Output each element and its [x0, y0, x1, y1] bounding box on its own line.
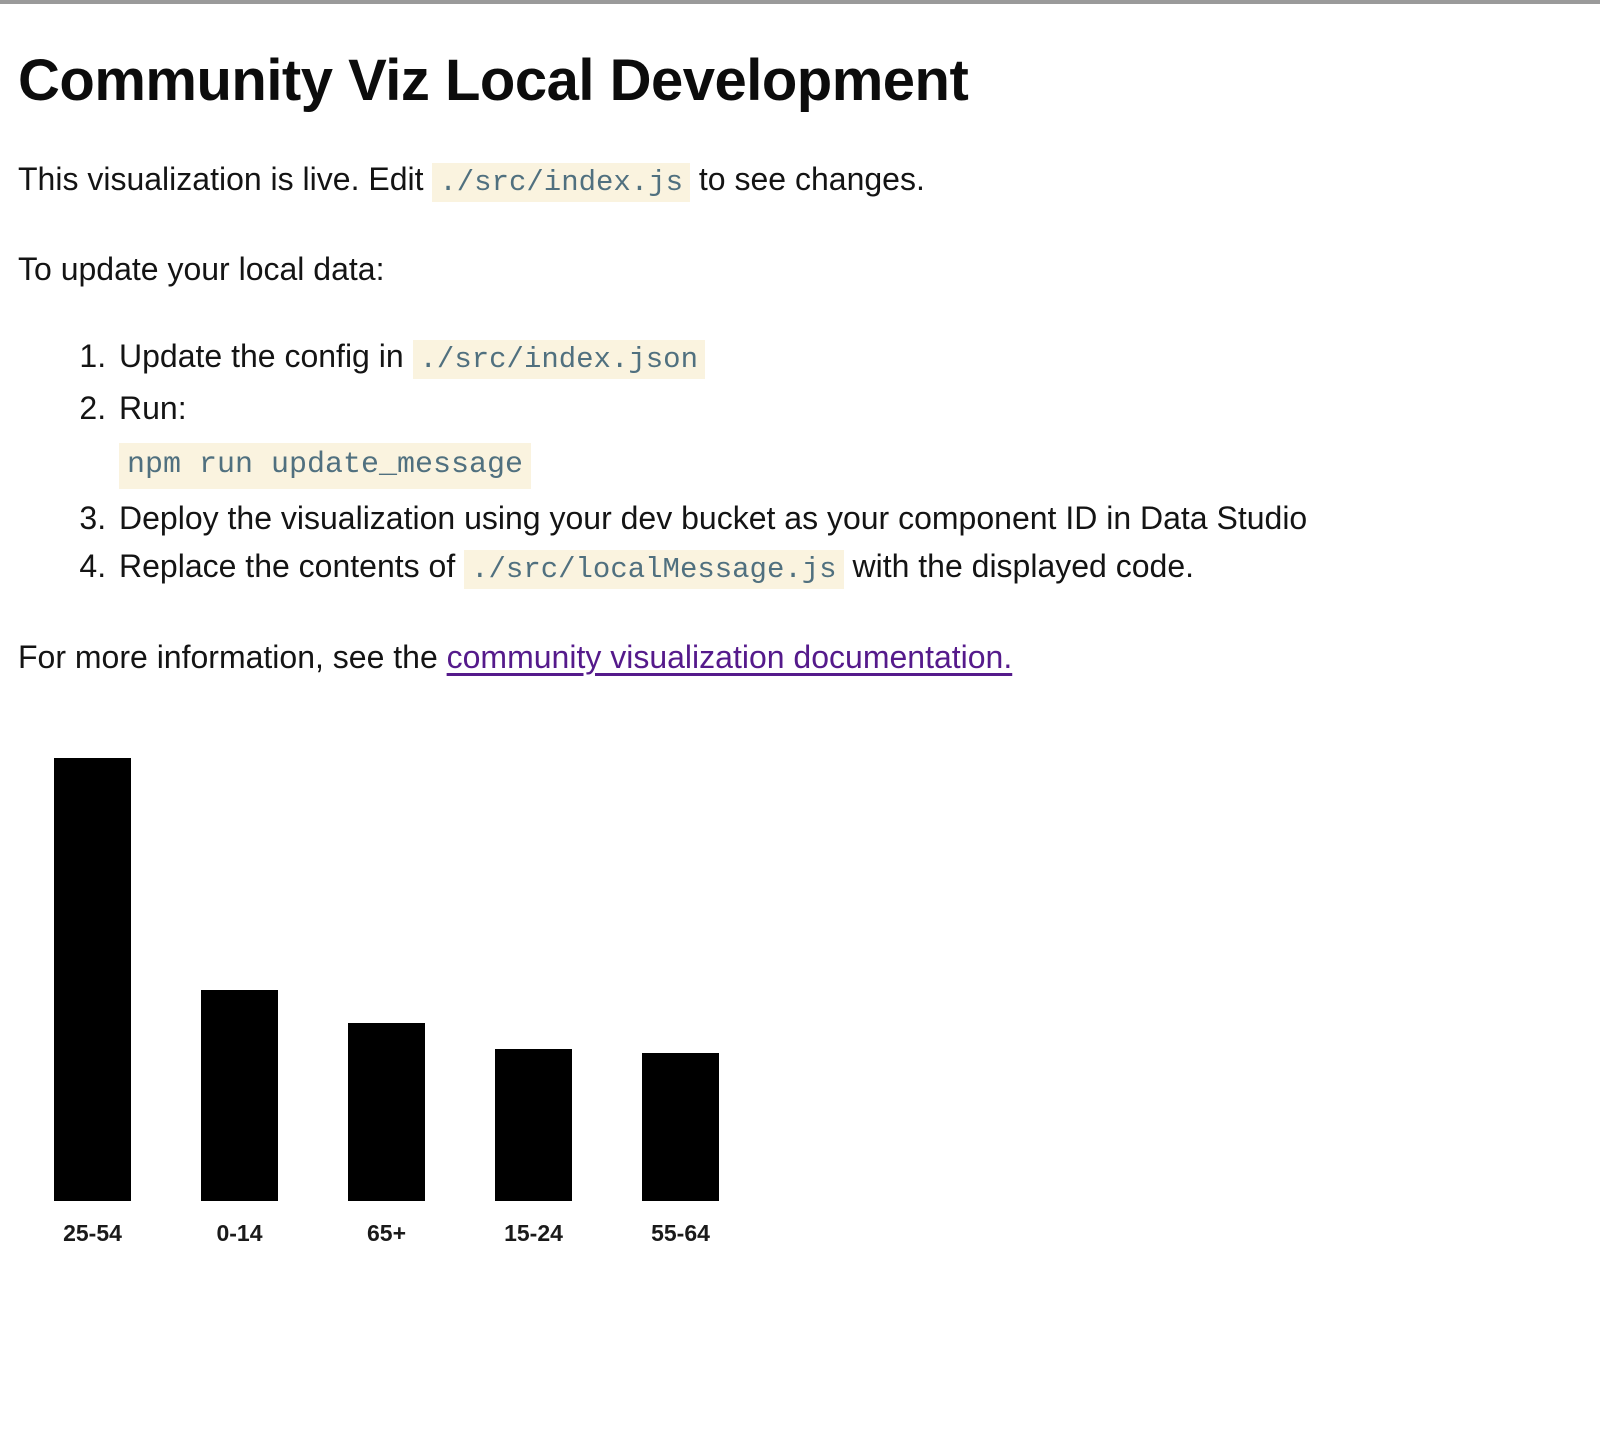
npm-command-code: npm run update_message: [119, 442, 532, 489]
bar-group: 15-24: [495, 1048, 572, 1247]
step-run-text: Run:: [119, 389, 187, 426]
step-run: Run: npm run update_message: [115, 384, 1582, 489]
local-message-code: ./src/localMessage.js: [464, 549, 844, 589]
bar: [54, 757, 131, 1201]
page-title: Community Viz Local Development: [18, 48, 969, 113]
index-json-code: ./src/index.json: [412, 339, 705, 379]
step-replace-text-prefix: Replace the contents of: [119, 547, 465, 584]
step-deploy: Deploy the visualization using your dev …: [115, 494, 1582, 542]
page-content: Community Viz Local Development This vis…: [0, 46, 1600, 1247]
update-data-heading: To update your local data:: [18, 250, 385, 287]
bar-label: 15-24: [504, 1219, 563, 1246]
intro-text-suffix: to see changes.: [690, 160, 925, 197]
bar-label: 65+: [366, 1219, 406, 1246]
step-update-config: Update the config in ./src/index.json: [115, 332, 1582, 384]
more-info-paragraph: For more information, see the community …: [18, 634, 1582, 680]
step-replace: Replace the contents of ./src/localMessa…: [115, 542, 1582, 594]
bar-label: 0-14: [216, 1219, 263, 1246]
bar: [642, 1052, 719, 1201]
community-viz-docs-link[interactable]: community visualization documentation.: [446, 638, 1013, 675]
index-js-code: ./src/index.js: [432, 162, 691, 202]
viewport-top-strip: [0, 0, 1600, 4]
bar: [201, 989, 278, 1201]
npm-command-block: npm run update_message: [119, 438, 1582, 489]
bar-group: 0-14: [201, 989, 278, 1247]
step-update-config-text: Update the config in: [119, 337, 413, 374]
bar-group: 25-54: [54, 757, 131, 1247]
intro-paragraph: This visualization is live. Edit ./src/i…: [18, 156, 1582, 206]
bar-label: 55-64: [651, 1219, 710, 1246]
bar: [348, 1022, 425, 1201]
bar-label: 25-54: [63, 1219, 122, 1246]
bar-group: 65+: [348, 1022, 425, 1247]
steps-list: Update the config in ./src/index.json Ru…: [18, 332, 1582, 594]
intro-text-prefix: This visualization is live. Edit: [18, 160, 433, 197]
bar: [495, 1048, 572, 1201]
bar-chart: 25-54 0-14 65+ 15-24 55-64: [54, 757, 1582, 1247]
step-replace-text-suffix: with the displayed code.: [843, 547, 1195, 584]
bar-group: 55-64: [642, 1052, 719, 1247]
more-info-text: For more information, see the: [18, 638, 447, 675]
